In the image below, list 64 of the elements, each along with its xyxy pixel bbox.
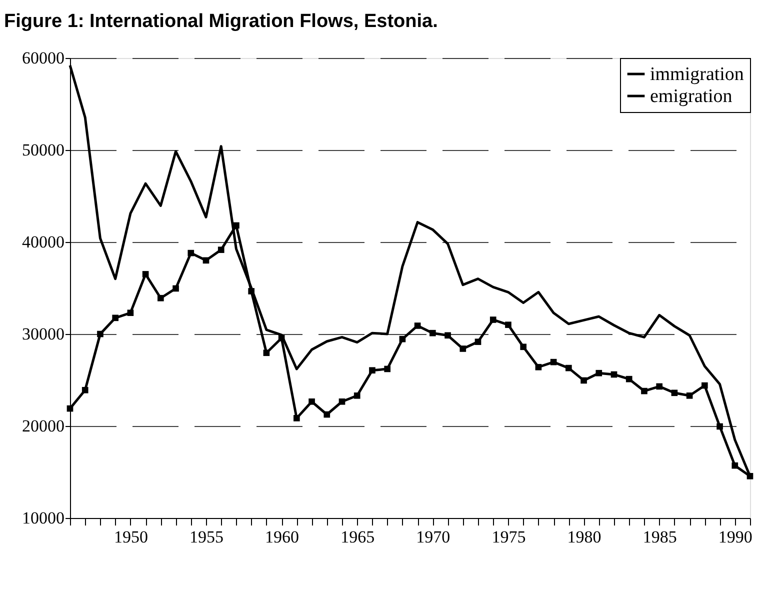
point — [746, 472, 754, 480]
point — [112, 314, 118, 322]
point — [716, 423, 723, 430]
x-tick-label: 1985 — [642, 528, 677, 546]
point — [202, 257, 210, 264]
point — [596, 370, 602, 376]
y-tick-label: 20000 — [22, 416, 64, 436]
point — [82, 386, 88, 394]
point — [308, 398, 315, 405]
point — [399, 336, 406, 342]
y-tick-label: 40000 — [22, 232, 64, 252]
point — [384, 366, 390, 372]
point — [641, 388, 648, 394]
point — [460, 346, 466, 352]
point — [732, 462, 738, 469]
y-tick-label: 10000 — [22, 508, 64, 528]
point — [671, 390, 678, 396]
point — [172, 285, 179, 292]
point — [702, 382, 708, 389]
point — [505, 322, 512, 328]
point — [535, 364, 542, 370]
y-tick-label: 60000 — [22, 48, 64, 68]
point — [626, 376, 632, 382]
x-tick-label: 1960 — [265, 528, 300, 546]
point — [520, 344, 526, 350]
x-tick-label: 1990 — [718, 528, 752, 546]
point — [490, 316, 496, 323]
point — [158, 294, 164, 302]
point — [294, 415, 300, 422]
point — [97, 330, 104, 338]
x-tick-label: 1980 — [567, 528, 602, 546]
point — [263, 350, 270, 356]
point — [580, 377, 587, 384]
y-tick-label: 50000 — [22, 140, 64, 160]
legend-label: immigration — [650, 64, 744, 85]
point — [324, 411, 330, 418]
point — [188, 250, 194, 256]
point — [354, 392, 360, 399]
point — [338, 398, 346, 405]
x-tick-label: 1975 — [492, 528, 526, 546]
x-tick-label: 1950 — [114, 528, 148, 546]
point — [233, 222, 240, 229]
y-tick-label: 30000 — [22, 324, 64, 344]
point — [550, 358, 557, 366]
point — [686, 392, 693, 399]
point — [66, 405, 74, 412]
point — [656, 383, 662, 390]
point — [218, 246, 224, 253]
point — [369, 367, 376, 374]
point — [610, 371, 618, 378]
point — [444, 332, 451, 339]
x-tick-label: 1965 — [340, 528, 375, 546]
point — [142, 271, 149, 278]
legend-label: emigration — [650, 86, 733, 107]
point — [278, 334, 285, 342]
point — [566, 364, 572, 372]
point — [248, 288, 254, 294]
point — [430, 330, 436, 336]
point — [474, 338, 482, 345]
point — [127, 310, 134, 316]
chart-title: Figure 1: International Migration Flows, Estonia. — [4, 11, 438, 32]
x-tick-label: 1955 — [190, 528, 224, 546]
x-tick-label: 1970 — [416, 528, 450, 546]
point — [414, 322, 421, 329]
